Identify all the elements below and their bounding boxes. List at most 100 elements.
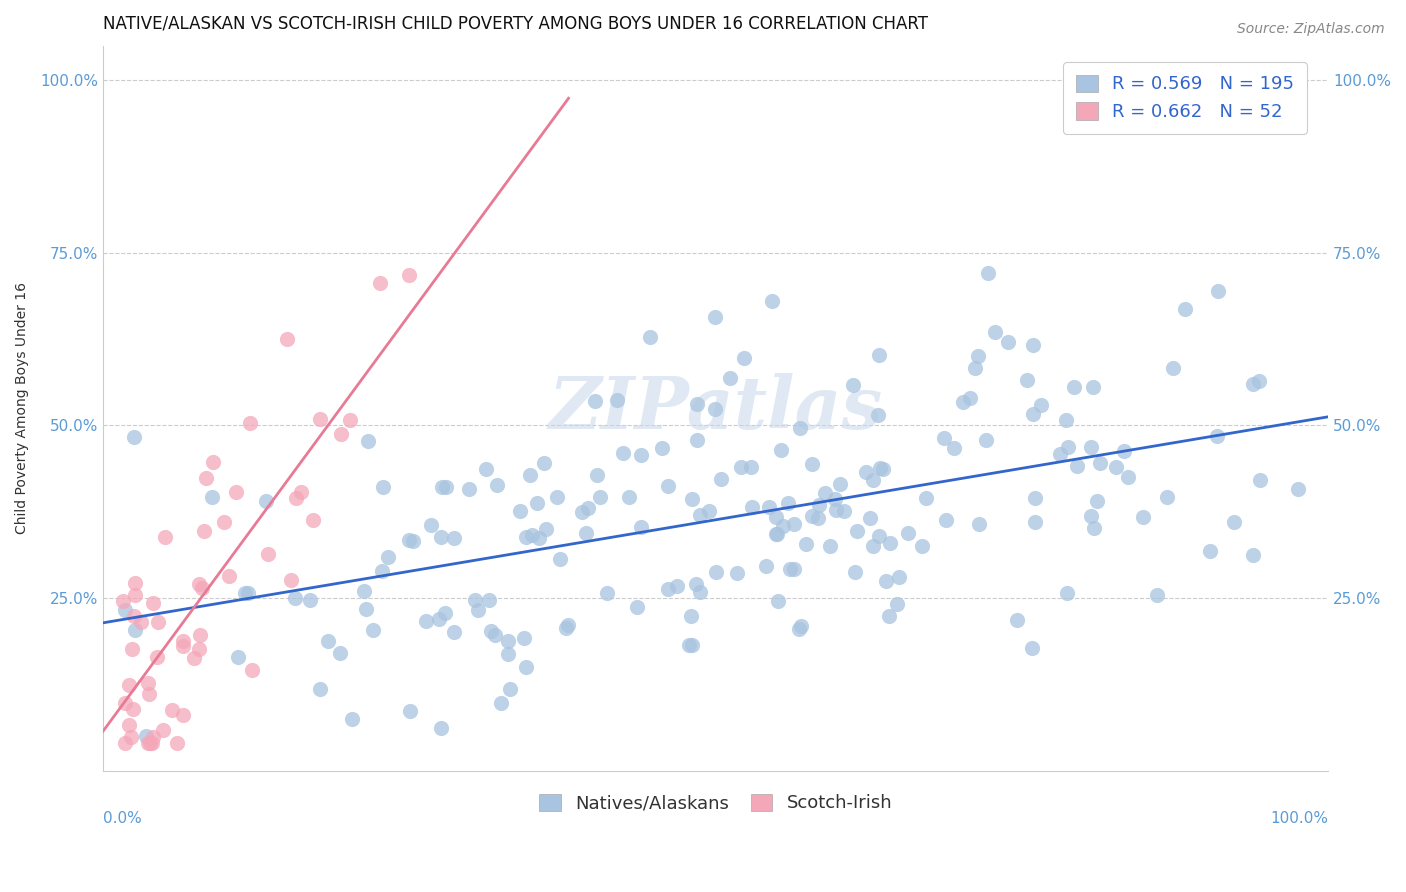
- Point: [415, 615, 437, 629]
- Point: [761, 294, 783, 309]
- Point: [813, 486, 835, 500]
- Point: [1132, 510, 1154, 524]
- Point: [869, 461, 891, 475]
- Point: [704, 310, 727, 324]
- Point: [534, 522, 557, 536]
- Point: [117, 678, 139, 692]
- Point: [681, 492, 703, 507]
- Point: [914, 491, 936, 506]
- Point: [617, 491, 640, 505]
- Y-axis label: Child Poverty Among Boys Under 16: Child Poverty Among Boys Under 16: [15, 282, 30, 534]
- Point: [935, 513, 957, 527]
- Point: [309, 681, 332, 696]
- Point: [475, 462, 498, 476]
- Point: [513, 631, 536, 645]
- Point: [302, 513, 325, 527]
- Point: [959, 391, 981, 405]
- Point: [136, 736, 159, 750]
- Point: [1021, 407, 1043, 421]
- Point: [575, 526, 598, 541]
- Point: [172, 708, 194, 723]
- Point: [807, 511, 830, 525]
- Point: [1241, 376, 1264, 391]
- Point: [678, 638, 700, 652]
- Point: [188, 628, 211, 642]
- Point: [765, 509, 787, 524]
- Point: [866, 408, 889, 422]
- Point: [430, 480, 453, 494]
- Point: [1054, 412, 1077, 426]
- Point: [689, 584, 711, 599]
- Point: [596, 586, 619, 600]
- Point: [626, 599, 648, 614]
- Point: [845, 524, 868, 538]
- Point: [1105, 460, 1128, 475]
- Point: [166, 736, 188, 750]
- Point: [1005, 613, 1028, 627]
- Point: [464, 592, 486, 607]
- Point: [434, 606, 457, 620]
- Point: [897, 526, 920, 541]
- Point: [546, 490, 568, 504]
- Point: [519, 468, 541, 483]
- Point: [875, 574, 897, 589]
- Legend: Natives/Alaskans, Scotch-Irish: Natives/Alaskans, Scotch-Irish: [531, 787, 900, 820]
- Point: [467, 603, 489, 617]
- Point: [1085, 494, 1108, 508]
- Point: [758, 500, 780, 515]
- Point: [828, 477, 851, 491]
- Point: [1015, 372, 1038, 386]
- Point: [188, 576, 211, 591]
- Point: [974, 434, 997, 448]
- Point: [1241, 548, 1264, 562]
- Point: [1116, 470, 1139, 484]
- Point: [114, 603, 136, 617]
- Point: [859, 510, 882, 524]
- Point: [741, 500, 763, 514]
- Point: [114, 736, 136, 750]
- Point: [481, 624, 503, 638]
- Point: [142, 596, 165, 610]
- Point: [496, 647, 519, 661]
- Point: [141, 736, 163, 750]
- Point: [868, 348, 890, 362]
- Point: [1066, 458, 1088, 473]
- Point: [807, 498, 830, 512]
- Point: [136, 675, 159, 690]
- Point: [329, 427, 352, 442]
- Point: [740, 460, 762, 475]
- Point: [356, 601, 378, 615]
- Point: [398, 268, 420, 282]
- Point: [681, 638, 703, 652]
- Point: [1024, 491, 1046, 506]
- Point: [1056, 441, 1078, 455]
- Point: [862, 473, 884, 487]
- Point: [276, 332, 298, 346]
- Point: [977, 267, 1000, 281]
- Point: [787, 622, 810, 636]
- Point: [298, 593, 321, 607]
- Point: [290, 485, 312, 500]
- Text: 100.0%: 100.0%: [1270, 811, 1329, 826]
- Point: [776, 496, 799, 510]
- Point: [533, 456, 555, 470]
- Point: [434, 480, 457, 494]
- Point: [111, 594, 134, 608]
- Point: [765, 527, 787, 541]
- Point: [1206, 429, 1229, 443]
- Point: [657, 582, 679, 596]
- Point: [233, 586, 256, 600]
- Point: [555, 621, 578, 635]
- Point: [238, 585, 260, 599]
- Point: [1206, 284, 1229, 298]
- Point: [589, 490, 612, 504]
- Point: [368, 277, 391, 291]
- Point: [153, 530, 176, 544]
- Point: [191, 581, 214, 595]
- Point: [135, 729, 157, 743]
- Point: [129, 615, 152, 629]
- Point: [730, 459, 752, 474]
- Point: [183, 651, 205, 665]
- Point: [458, 482, 481, 496]
- Point: [733, 351, 755, 365]
